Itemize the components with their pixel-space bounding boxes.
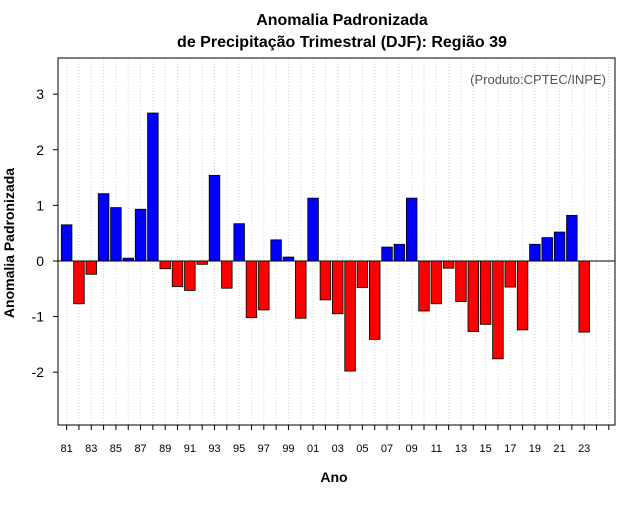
- x-tick-label: 91: [184, 443, 196, 455]
- bar: [282, 256, 295, 262]
- bars: [60, 112, 590, 372]
- plot-frame: [57, 57, 616, 426]
- y-tick-label: -1: [32, 309, 45, 325]
- x-tick-label: 93: [208, 443, 220, 455]
- bar: [245, 260, 258, 319]
- x-tick-label: 87: [134, 443, 146, 455]
- chart-title-line-1: Anomalia Padronizada: [256, 12, 428, 29]
- bar: [60, 224, 73, 262]
- x-tick-label: 85: [110, 443, 122, 455]
- bar: [270, 239, 282, 262]
- bar: [97, 193, 110, 262]
- x-tick-label: 09: [406, 443, 418, 455]
- x-tick-label: 13: [455, 443, 467, 455]
- bar: [307, 197, 319, 262]
- x-tick-label: 01: [307, 443, 319, 455]
- bar: [208, 174, 221, 262]
- bar: [221, 260, 233, 289]
- bar: [332, 260, 344, 315]
- x-tick-label: 21: [553, 443, 565, 455]
- bar: [356, 260, 369, 289]
- bar: [134, 208, 147, 262]
- bar: [430, 260, 443, 305]
- bar: [196, 260, 208, 265]
- bar: [73, 260, 85, 305]
- bar: [455, 260, 467, 302]
- x-tick-label: 99: [282, 443, 294, 455]
- x-tick-label: 19: [529, 443, 541, 455]
- bar: [184, 260, 196, 291]
- x-tick-label: 89: [159, 443, 171, 455]
- x-axis-title: Ano: [320, 469, 347, 485]
- bar: [479, 260, 492, 325]
- x-axis: 81 83 85 87 89 91 93 95 97 99 01 03 05 07 09 11 13 15 17 19…: [61, 425, 610, 455]
- x-tick-label: 95: [233, 443, 245, 455]
- y-tick-label: 0: [36, 253, 44, 269]
- bar: [529, 243, 541, 262]
- x-tick-label: 17: [504, 443, 516, 455]
- x-tick-label: 81: [61, 443, 73, 455]
- y-tick-label: 3: [36, 86, 44, 102]
- source-annotation: (Produto:CPTEC/INPE): [470, 72, 606, 87]
- x-tick-label: 03: [332, 443, 344, 455]
- bar: [467, 260, 479, 332]
- bar: [553, 231, 566, 262]
- bar: [492, 260, 504, 360]
- bar: [258, 260, 270, 311]
- x-tick-label: 23: [578, 443, 590, 455]
- bar: [516, 260, 529, 331]
- bar: [405, 197, 418, 262]
- y-tick-label: 1: [36, 197, 44, 213]
- y-tick-label: 2: [36, 142, 44, 158]
- bar: [319, 260, 332, 301]
- y-axis-title: Anomalia Padronizada: [1, 168, 17, 318]
- x-tick-label: 11: [431, 443, 442, 455]
- chart-title-line-2: de Precipitação Trimestral (DJF): Região…: [177, 34, 507, 51]
- bar: [159, 260, 171, 270]
- bar: [418, 260, 430, 312]
- bar: [147, 112, 159, 262]
- x-tick-label: 05: [356, 443, 368, 455]
- x-tick-label: 83: [85, 443, 97, 455]
- bar: [381, 246, 393, 262]
- bar: [442, 260, 455, 269]
- bar: [541, 237, 553, 262]
- y-axis: -2 -1 0 1 2 3: [32, 86, 58, 380]
- bar: [369, 260, 381, 340]
- x-tick-label: 97: [258, 443, 270, 455]
- bar: [85, 260, 97, 275]
- x-tick-label: 15: [479, 443, 491, 455]
- bar: [233, 223, 245, 262]
- bar: [110, 207, 122, 262]
- bar: [295, 260, 307, 319]
- bar: [578, 260, 590, 333]
- bar: [566, 214, 578, 262]
- x-tick-label: 07: [381, 443, 393, 455]
- bar: [504, 260, 516, 288]
- bar: [122, 257, 134, 262]
- bar: [344, 260, 356, 372]
- bar: [393, 243, 406, 262]
- bar: [171, 260, 184, 287]
- y-tick-label: -2: [32, 364, 45, 380]
